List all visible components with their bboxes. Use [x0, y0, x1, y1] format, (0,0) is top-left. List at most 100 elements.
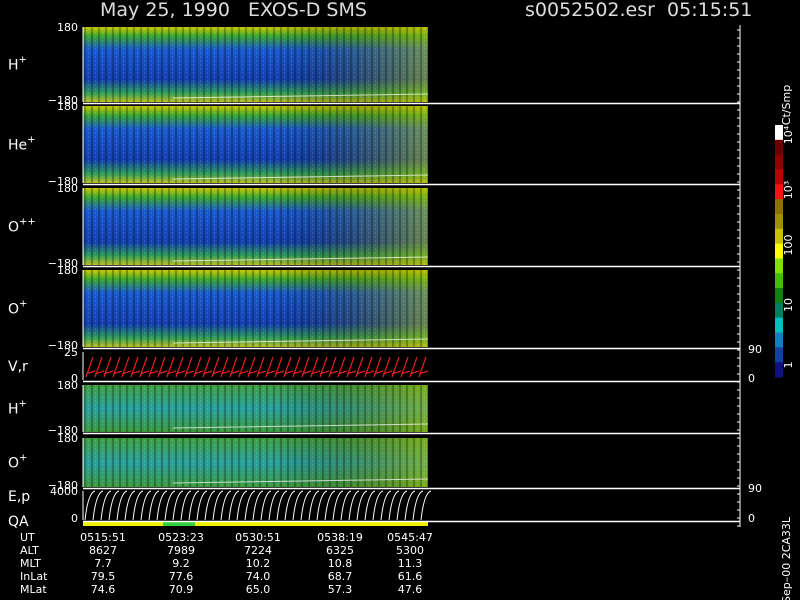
table-row-label: MLT — [20, 557, 41, 570]
panel-label-sup: ++ — [19, 217, 36, 228]
right-tick-label: 0 — [748, 512, 755, 525]
table-value: 7224 — [244, 544, 272, 557]
spectrogram-texture — [83, 385, 428, 432]
table-value: 7989 — [167, 544, 195, 557]
trace — [172, 93, 429, 99]
y-tick-label: 180 — [57, 432, 78, 445]
panel-label-text: H — [8, 58, 19, 74]
spectrogram-texture — [83, 438, 428, 487]
table-row-label: MLat — [20, 583, 47, 596]
colorbar-cell — [775, 199, 783, 215]
spectrogram-texture — [83, 270, 428, 347]
trace — [172, 338, 429, 344]
colorbar-label: 10⁴ — [782, 125, 795, 144]
panel-label-sup: + — [19, 399, 27, 410]
panel-label-sup: + — [19, 55, 27, 66]
colorbar-cell — [775, 273, 783, 289]
colorbar-cell — [775, 243, 783, 259]
panel-label: O+ — [8, 299, 27, 318]
panel-label: H+ — [8, 399, 27, 418]
table-value: 74.0 — [246, 570, 271, 583]
y-tick-label: −180 — [48, 339, 78, 352]
colorbar-unit: Ct/Smp — [780, 85, 793, 125]
panel-label: V,r — [8, 359, 28, 375]
table-value: 57.3 — [328, 583, 353, 596]
spectrogram-texture — [83, 27, 428, 102]
colorbar-label: 100 — [782, 235, 795, 256]
footer: Sep–00 2CA33L — [780, 516, 793, 600]
panel-label-sup: + — [27, 135, 35, 146]
qa-bar-segment — [163, 521, 195, 526]
table-value: 77.6 — [169, 570, 194, 583]
qa-bar — [83, 521, 428, 526]
table-value: 11.3 — [398, 557, 423, 570]
title: May 25, 1990 EXOS-D SMS — [100, 0, 367, 21]
spectrogram-texture — [83, 106, 428, 183]
colorbar-cell — [775, 125, 783, 141]
table-value: 6325 — [326, 544, 354, 557]
velocity-trace — [85, 356, 429, 378]
colorbar-label: 1 — [782, 362, 795, 369]
y-tick-label: −180 — [48, 479, 78, 492]
colorbar-label: 10 — [782, 298, 795, 312]
y-tick-label: 4000 — [50, 485, 78, 498]
table-value: 10.8 — [328, 557, 353, 570]
right-tick-label: 90 — [748, 482, 762, 495]
y-tick-label: 180 — [57, 182, 78, 195]
spectrogram-texture — [83, 188, 428, 265]
colorbar-cell — [775, 213, 783, 230]
colorbar-cell — [775, 169, 783, 185]
panel-label-text: H — [8, 402, 19, 418]
trace — [172, 174, 429, 180]
colorbar-cell — [775, 228, 783, 245]
trace — [172, 256, 429, 262]
colorbar-cell — [775, 258, 783, 274]
trace — [172, 478, 429, 484]
right-tick-label: 0 — [748, 372, 755, 385]
table-value: 79.5 — [91, 570, 116, 583]
panel-label-text: E,p — [8, 489, 30, 505]
table-value: 61.6 — [398, 570, 423, 583]
colorbar-cell — [775, 154, 783, 170]
y-tick-label: 180 — [57, 100, 78, 113]
panel-label-text: V,r — [8, 359, 28, 375]
panel-label-text: O — [8, 456, 19, 472]
panel-label-sup: + — [19, 453, 27, 464]
table-value: 68.7 — [328, 570, 353, 583]
y-tick-label: −180 — [48, 257, 78, 270]
right-tick-label: 90 — [748, 343, 762, 356]
y-tick-label: 180 — [57, 264, 78, 277]
panel-label-text: O — [8, 220, 19, 236]
colorbar-cell — [775, 302, 783, 319]
y-tick-label: −180 — [48, 424, 78, 437]
colorbar-cell — [775, 332, 783, 348]
colorbar-cell — [775, 317, 783, 334]
panel-label: H+ — [8, 55, 27, 74]
trace — [172, 423, 429, 429]
panel-label: He+ — [8, 135, 36, 154]
table-value: 0523:23 — [158, 531, 204, 544]
y-tick-label: −180 — [48, 94, 78, 107]
colorbar-cell — [775, 362, 783, 378]
y-tick-label: 0 — [71, 372, 78, 385]
y-tick-label: 0 — [71, 512, 78, 525]
panel-label: E,p — [8, 489, 30, 505]
y-tick-label: −180 — [48, 175, 78, 188]
table-value: 0530:51 — [235, 531, 281, 544]
panel-label-sup: + — [19, 299, 27, 310]
table-value: 65.0 — [246, 583, 271, 596]
panel-label-text: O — [8, 302, 19, 318]
energy-trace — [84, 490, 432, 521]
table-row-label: ALT — [20, 544, 39, 557]
panel-label: O+ — [8, 453, 27, 472]
file-info: s0052502.esr 05:15:51 — [525, 0, 752, 21]
table-value: 10.2 — [246, 557, 271, 570]
colorbar-label: 10³ — [782, 181, 795, 199]
panel-label-2: QA — [8, 514, 29, 530]
colorbar-cell — [775, 184, 783, 200]
table-value: 0538:19 — [317, 531, 363, 544]
y-tick-label: 180 — [57, 379, 78, 392]
table-value: 70.9 — [169, 583, 194, 596]
table-value: 9.2 — [172, 557, 190, 570]
